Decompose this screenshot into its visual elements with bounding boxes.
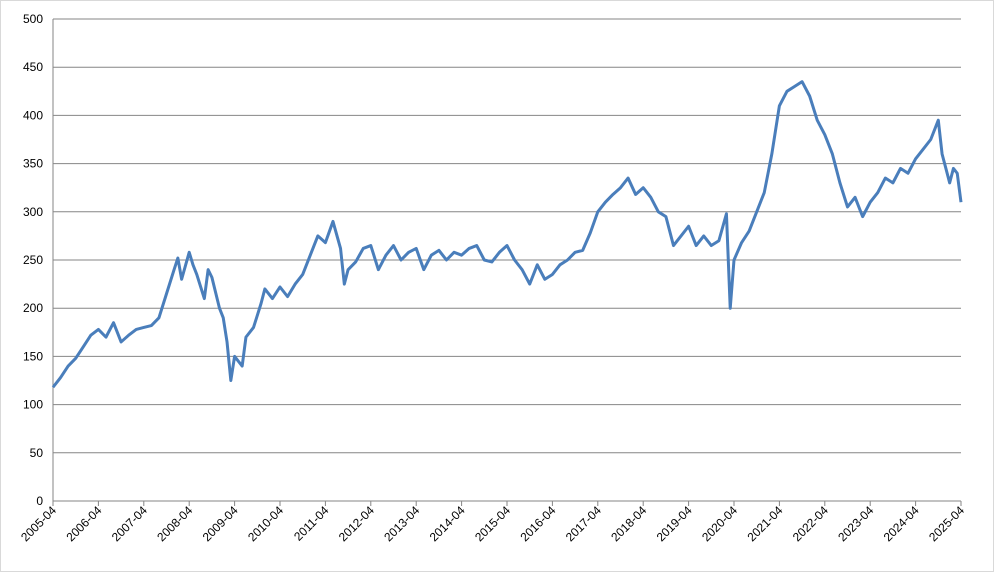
y-tick-label: 250 — [23, 253, 43, 267]
y-tick-label: 0 — [36, 494, 43, 508]
y-tick-label: 50 — [30, 446, 44, 460]
y-tick-label: 400 — [23, 108, 43, 122]
y-tick-label: 100 — [23, 398, 43, 412]
y-tick-label: 500 — [23, 12, 43, 26]
data-line — [51, 80, 963, 389]
y-tick-label: 350 — [23, 157, 43, 171]
y-tick-label: 450 — [23, 60, 43, 74]
y-tick-label: 150 — [23, 349, 43, 363]
y-tick-label: 200 — [23, 301, 43, 315]
y-tick-label: 300 — [23, 205, 43, 219]
